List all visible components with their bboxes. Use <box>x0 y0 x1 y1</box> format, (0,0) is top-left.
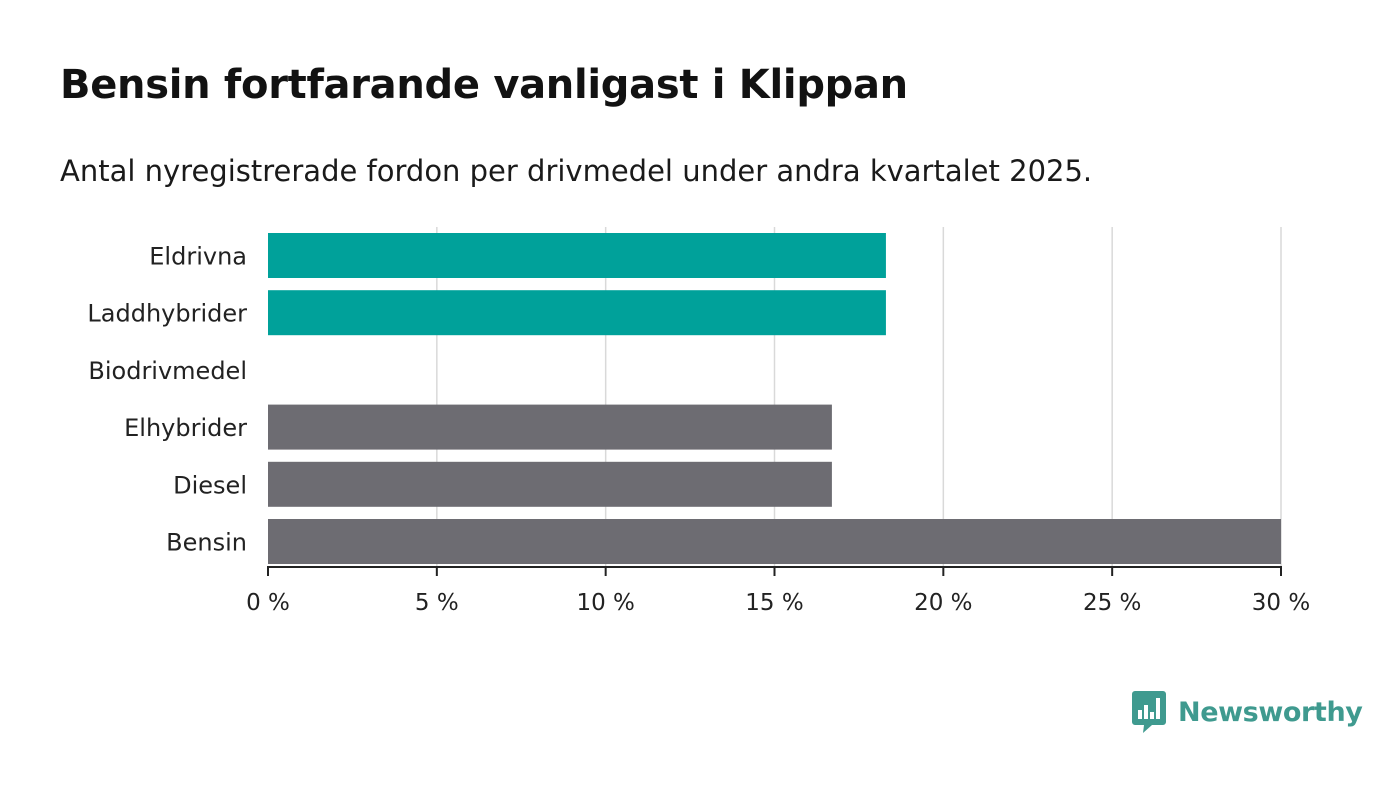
x-tick-label: 25 % <box>1083 590 1141 616</box>
bar-laddhybrider <box>268 290 886 336</box>
x-axis: 0 % 5 % 10 % 15 % 20 % 25 % 30 % <box>246 566 1310 616</box>
x-tick-label: 15 % <box>745 590 803 616</box>
category-label: Eldrivna <box>149 243 247 271</box>
bars <box>268 233 1281 564</box>
x-tick-label: 10 % <box>576 590 634 616</box>
bar-diesel <box>268 461 832 507</box>
x-tick-label: 0 % <box>246 590 290 616</box>
category-label: Elhybrider <box>124 414 247 442</box>
bar-chart: Eldrivna Laddhybrider Biodrivmedel Elhybrid… <box>87 227 1310 616</box>
brand-logo: Newsworthy <box>1132 690 1363 734</box>
category-labels: Eldrivna Laddhybrider Biodrivmedel Elhybrid… <box>87 243 247 557</box>
chart-title: Bensin fortfarande vanligast i Klippan <box>60 62 908 108</box>
grid-lines <box>436 227 1282 567</box>
category-label: Laddhybrider <box>87 300 247 328</box>
x-tick-label: 5 % <box>415 590 459 616</box>
x-tick-label: 20 % <box>914 590 972 616</box>
category-label: Diesel <box>173 471 247 499</box>
bar-eldrivna <box>268 233 886 278</box>
bar-elhybrider <box>268 404 832 450</box>
category-label: Biodrivmedel <box>88 357 247 385</box>
chart-subtitle: Antal nyregistrerade fordon per drivmede… <box>60 154 1093 188</box>
x-tick-label: 30 % <box>1252 590 1310 616</box>
brand-name: Newsworthy <box>1178 696 1363 728</box>
bar-chart-speech-bubble-icon <box>1132 691 1166 733</box>
category-label: Bensin <box>166 529 247 557</box>
bar-bensin <box>268 519 1281 564</box>
